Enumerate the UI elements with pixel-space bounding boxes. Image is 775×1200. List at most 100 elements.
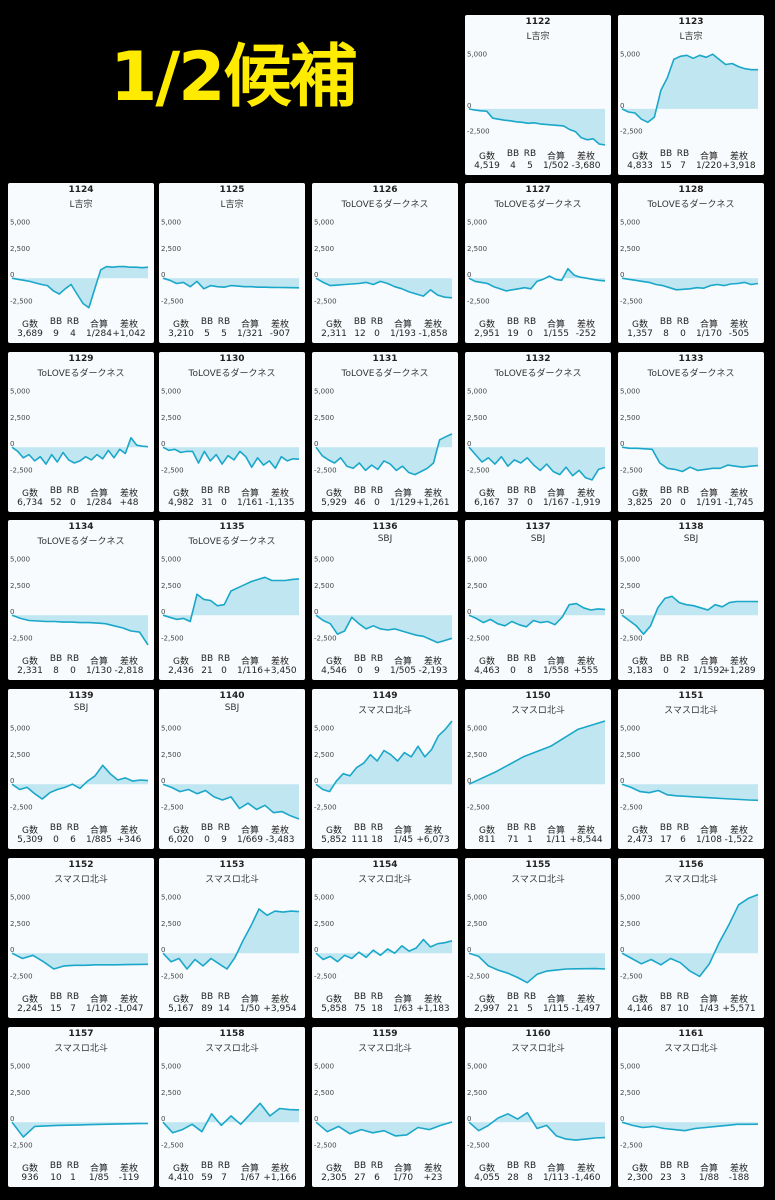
stats-header: BB <box>506 317 520 327</box>
stats-value-bb: 87 <box>660 1004 672 1014</box>
stats-header: RB <box>370 654 384 664</box>
stats-header: RB <box>676 149 690 159</box>
stats-value-rb: 4 <box>70 329 76 339</box>
stats-header: 合算 <box>546 995 566 1005</box>
stats-value-total: 1/167 <box>543 498 569 508</box>
stats-header: G数 <box>173 826 189 836</box>
stats-value-diff: +1,166 <box>263 1173 297 1183</box>
slump-line <box>11 436 149 465</box>
machine-model: SBJ <box>224 703 240 713</box>
slump-chart: 5,000 2,500 0 -2,500 <box>620 725 759 812</box>
machine-card: 1150 スマスロ北斗 5,000 2,500 0 -2,500 G数 BB RB 合算 差枚 811… <box>465 689 611 849</box>
stats-value-rb: 0 <box>70 498 76 508</box>
slump-line <box>162 576 300 623</box>
slump-area <box>622 1122 758 1131</box>
stats-header: 差枚 <box>270 995 290 1005</box>
machine-card: 1137 SBJ 5,000 2,500 0 -2,500 G数 BB RB 合算 差枚 4,463 0… <box>465 520 611 680</box>
y-tick-label: 2,500 <box>161 414 181 422</box>
stats-header: G数 <box>632 320 648 330</box>
slump-line <box>621 446 759 473</box>
stats-header: RB <box>217 654 231 664</box>
stats-value-total: 1/155 <box>543 329 569 339</box>
stats-header: BB <box>659 1161 673 1171</box>
stats-value-total: 1/88 <box>698 1173 720 1183</box>
y-tick-label: 0 <box>620 440 624 448</box>
stats-header-row: G数 BB RB 合算 差枚 <box>465 149 611 162</box>
machine-number: 1128 <box>678 185 704 195</box>
slump-chart: 5,000 2,500 0 -2,500 <box>314 388 453 476</box>
stats-header: 差枚 <box>576 152 596 162</box>
stats-header: G数 <box>632 657 648 667</box>
machine-card: 1124 L吉宗 5,000 2,500 0 -2,500 G数 BB RB 合算 差枚 3,689 9… <box>8 183 154 343</box>
slump-chart: 5,000 2,500 0 -2,500 <box>467 720 606 812</box>
stats-value-row: 5,167 89 14 1/50 +3,954 <box>159 1004 305 1016</box>
slump-line <box>621 595 759 635</box>
stats-value-diff: -3,483 <box>265 835 295 845</box>
machine-number: 1156 <box>678 860 704 870</box>
stats-value-bb: 4 <box>510 161 516 171</box>
stats-header-row: G数 BB RB 合算 差枚 <box>8 486 154 499</box>
stats-header: 合算 <box>240 489 260 499</box>
stats-value-diff: -3,680 <box>571 161 601 171</box>
stats-value-diff: +1,042 <box>112 329 146 339</box>
stats-value-bb: 0 <box>53 835 59 845</box>
stats-value-g: 2,311 <box>321 329 347 339</box>
stats-table: G数 BB RB 合算 差枚 3,183 0 2 1/1592 +1,289 <box>618 654 764 678</box>
machine-model: ToLOVEるダークネス <box>341 200 429 210</box>
stats-value-rb: 0 <box>680 329 686 339</box>
stats-value-diff: +3,918 <box>722 161 756 171</box>
stats-table: G数 BB RB 合算 差枚 6,167 37 0 1/167 -1,919 <box>465 486 611 510</box>
y-tick-label: -2,500 <box>10 298 33 306</box>
machine-number: 1122 <box>525 17 551 27</box>
y-tick-label: 2,500 <box>314 1089 334 1097</box>
stats-value-g: 4,146 <box>627 1004 653 1014</box>
stats-value-rb: 0 <box>527 329 533 339</box>
stats-value-bb: 21 <box>201 666 213 676</box>
slump-line <box>162 908 300 970</box>
stats-value-bb: 21 <box>507 1004 519 1014</box>
slump-chart: 5,000 2,500 0 -2,500 <box>314 894 453 981</box>
y-tick-label: -2,500 <box>161 973 184 981</box>
machine-number: 1135 <box>219 522 245 532</box>
stats-table: G数 BB RB 合算 差枚 2,245 15 7 1/102 -1,047 <box>8 992 154 1016</box>
stats-value-g: 1,357 <box>627 329 653 339</box>
y-tick-label: 0 <box>10 608 14 616</box>
machine-card: 1125 L吉宗 5,000 2,500 0 -2,500 G数 BB RB 合算 差枚 3,210 5… <box>159 183 305 343</box>
stats-value-bb: 71 <box>507 835 519 845</box>
stats-value-bb: 15 <box>50 1004 62 1014</box>
slump-line <box>315 720 453 793</box>
y-tick-label: 2,500 <box>467 920 487 928</box>
stats-value-g: 5,929 <box>321 498 347 508</box>
machine-number: 1131 <box>372 354 398 364</box>
slump-chart: 5,000 2,500 0 -2,500 <box>10 219 149 309</box>
stats-value-row: 6,167 37 0 1/167 -1,919 <box>465 498 611 510</box>
stats-header: G数 <box>632 826 648 836</box>
y-tick-label: 0 <box>620 1115 624 1123</box>
stats-value-row: 4,519 4 5 1/502 -3,680 <box>465 161 611 173</box>
stats-header: RB <box>66 486 80 496</box>
stats-header: BB <box>49 823 63 833</box>
y-tick-label: 2,500 <box>467 1089 487 1097</box>
stats-value-row: 4,146 87 10 1/43 +5,571 <box>618 1004 764 1016</box>
stats-value-diff: +48 <box>119 498 139 508</box>
stats-value-rb: 6 <box>680 835 686 845</box>
slump-line <box>621 53 758 124</box>
y-tick-label: -2,500 <box>314 298 337 306</box>
stats-value-g: 3,183 <box>627 666 653 676</box>
stats-header: 差枚 <box>423 320 443 330</box>
y-tick-label: 2,500 <box>161 245 181 253</box>
machine-model: スマスロ北斗 <box>511 706 565 716</box>
stats-value-g: 2,331 <box>17 666 43 676</box>
y-tick-label: 0 <box>620 946 624 954</box>
slump-chart: 5,000 2,500 0 -2,500 <box>161 894 300 981</box>
stats-value-total: 1/321 <box>237 329 263 339</box>
stats-value-total: 1/1592 <box>693 666 725 676</box>
y-tick-label: 0 <box>620 271 624 279</box>
machine-card: 1126 ToLOVEるダークネス 5,000 2,500 0 -2,500 G数 BB RB 合… <box>312 183 458 343</box>
stats-value-g: 3,210 <box>168 329 194 339</box>
y-tick-label: 5,000 <box>620 1063 640 1071</box>
stats-header: RB <box>676 486 690 496</box>
machine-card: 1123 L吉宗 5,000 0 -2,500 G数 BB RB 合算 差枚 4,833 15 7 1/2… <box>618 15 764 175</box>
stats-value-total: 1/115 <box>543 1004 569 1014</box>
stats-value-total: 1/102 <box>86 1004 112 1014</box>
